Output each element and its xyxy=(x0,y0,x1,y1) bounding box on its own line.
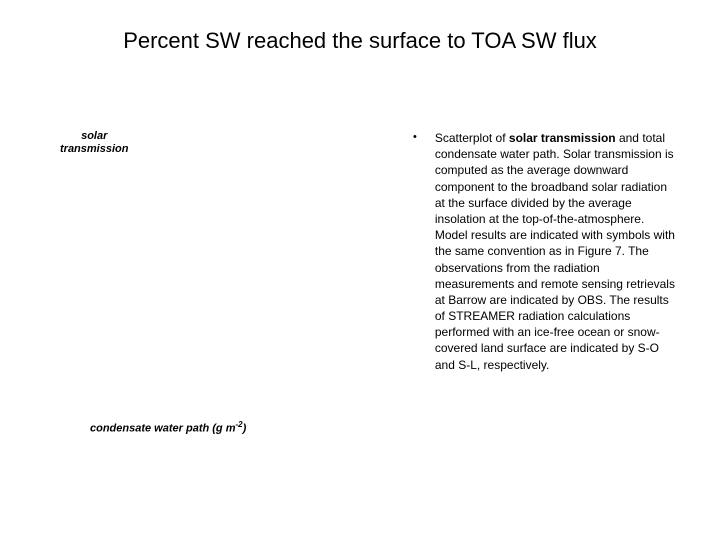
y-axis-label: solar transmission xyxy=(60,130,128,156)
y-axis-label-line1: solar xyxy=(81,130,107,142)
description-column: • Scatterplot of solar transmission and … xyxy=(415,130,680,373)
bullet-text-part2: and total condensate water path. Solar t… xyxy=(435,131,675,372)
x-axis-label-prefix: condensate water path (g m xyxy=(90,423,235,435)
bullet-item: • Scatterplot of solar transmission and … xyxy=(415,130,680,373)
y-axis-label-line2: transmission xyxy=(60,143,128,155)
scatter-chart-placeholder xyxy=(60,120,360,410)
bullet-text-bold: solar transmission xyxy=(509,131,616,145)
x-axis-label: condensate water path (g m-2) xyxy=(90,420,246,435)
x-axis-label-exponent: -2 xyxy=(235,420,242,429)
bullet-text-part1: Scatterplot of xyxy=(435,131,509,145)
x-axis-label-suffix: ) xyxy=(243,423,247,435)
slide-title: Percent SW reached the surface to TOA SW… xyxy=(0,28,720,54)
bullet-text: Scatterplot of solar transmission and to… xyxy=(435,130,680,373)
bullet-marker: • xyxy=(413,130,417,145)
